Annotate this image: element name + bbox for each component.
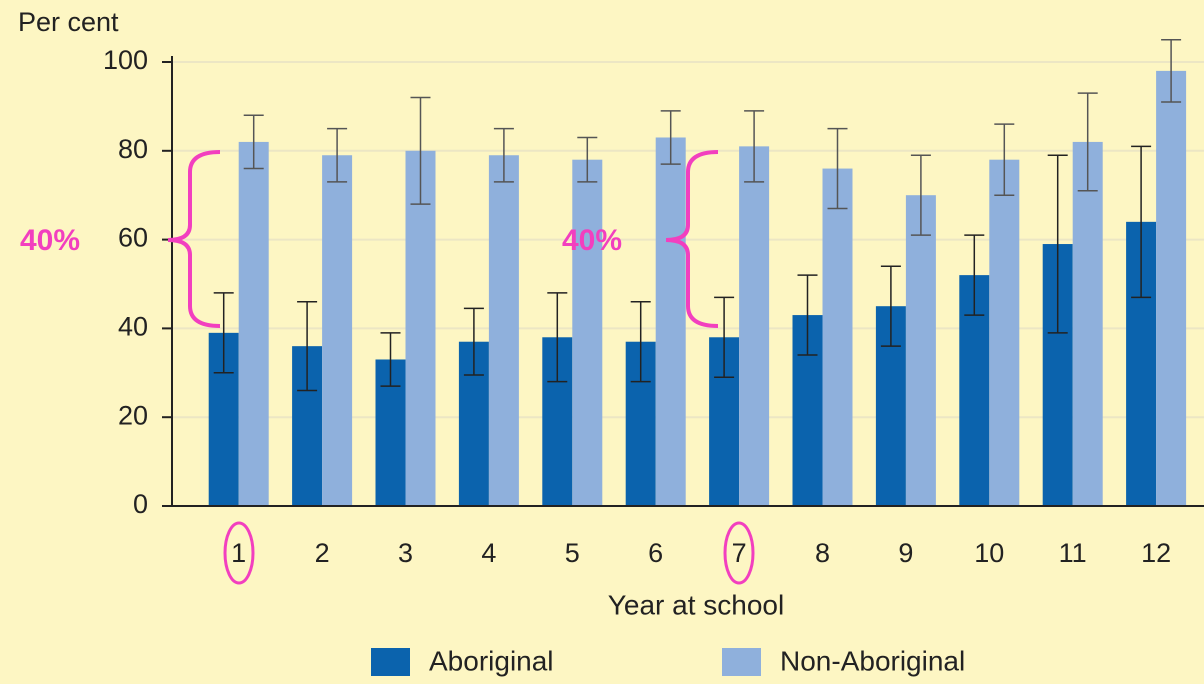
brace [167,150,221,328]
error-bar [297,301,318,392]
error-bar [577,136,598,183]
x-tick-label: 12 [1141,538,1171,568]
error-bar [243,114,264,170]
x-tick-label: 7 [732,538,747,568]
error-bar [744,110,765,183]
bar [989,159,1020,506]
legend-swatch [371,648,410,676]
legend-swatch [722,648,761,676]
error-bar [630,301,651,383]
error-bar [1131,145,1152,299]
bar [572,159,603,506]
error-bar [994,123,1015,196]
x-tick-label: 2 [315,538,330,568]
annotation: 40% [20,224,80,257]
x-tick-label: 10 [974,538,1004,568]
x-tick-label: 3 [398,538,413,568]
highlight-circle [723,521,755,585]
error-bar [213,292,234,374]
x-tick-label: 9 [898,538,913,568]
error-bar [964,234,985,316]
error-bar [660,110,681,165]
y-tick-label: 100 [103,45,148,75]
x-tick-label: 4 [481,538,496,568]
bar [1156,70,1187,506]
x-axis-label: Year at school [608,589,784,620]
bar [238,141,269,507]
legend-label: Aboriginal [429,645,554,676]
error-bar [493,127,514,183]
error-bar [714,296,735,378]
x-tick-label: 6 [648,538,663,568]
error-bar [910,154,931,236]
highlight-circle [223,521,255,585]
legend: Aboriginal Non-Aboriginal [371,645,965,676]
x-tick-label: 1 [231,538,246,568]
x-tick-label: 5 [565,538,580,568]
annotation: 40% [562,224,622,257]
error-bar [327,127,348,183]
error-bar [1161,39,1182,103]
error-bar [410,96,431,205]
error-bar [1077,92,1098,192]
legend-label: Non-Aboriginal [780,645,965,676]
error-bar [797,274,818,356]
bar [655,137,686,507]
bar [488,155,519,507]
error-bar [547,292,568,383]
error-bar [463,307,484,376]
x-tick-label: 8 [815,538,830,568]
brace [665,150,719,328]
y-tick-label: 80 [118,134,148,164]
error-bar [380,332,401,387]
y-tick-label: 0 [133,489,148,519]
error-bar [1047,154,1068,334]
bar [822,168,853,506]
bar [739,146,770,507]
bar [322,155,353,507]
y-axis-label: Per cent [18,7,119,37]
error-bar [880,265,901,347]
y-tick-label: 40 [118,312,148,342]
bar [905,195,936,506]
bar [405,150,436,507]
error-bar [827,127,848,210]
x-tick-label: 11 [1059,538,1087,568]
y-tick-label: 60 [118,223,148,253]
bar [1072,141,1103,507]
y-tick-label: 20 [118,400,148,430]
